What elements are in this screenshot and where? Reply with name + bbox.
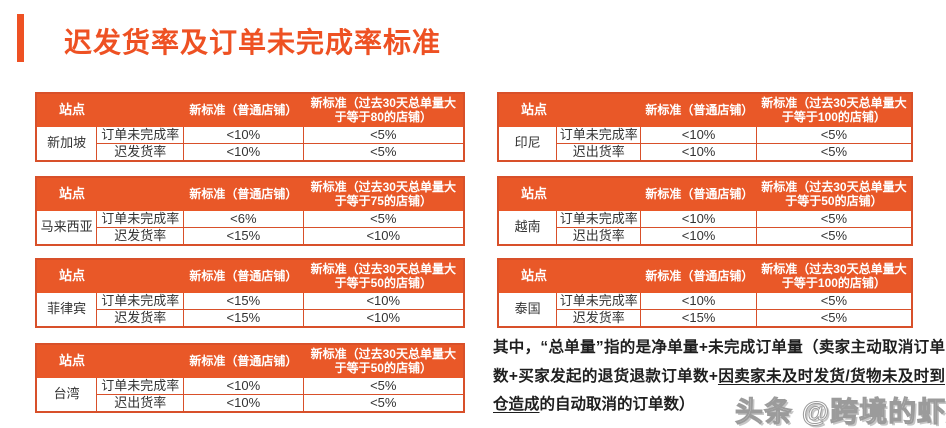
col-header-volume: 新标准（过去30天总单量大于等于50的店铺）: [302, 258, 465, 293]
col-header-normal: 新标准（普通店铺）: [183, 92, 304, 127]
normal-value: <15%: [183, 291, 304, 310]
metric-label: 迟发货率: [96, 308, 185, 327]
metric-label: 迟出货率: [556, 142, 642, 161]
page-title: 迟发货率及订单未完成率标准: [64, 27, 442, 58]
site-name: 马来西亚: [35, 209, 98, 245]
col-header-normal: 新标准（普通店铺）: [640, 176, 757, 211]
table-row: 迟出货率 <10% <5%: [36, 393, 465, 412]
normal-value: <10%: [183, 393, 304, 412]
table-row: 菲律宾 订单未完成率 <15% <10%: [35, 291, 465, 327]
col-header-normal: 新标准（普通店铺）: [640, 258, 757, 293]
metric-label: 迟发货率: [96, 142, 185, 161]
standards-table-vietnam: 站点 新标准（普通店铺） 新标准（过去30天总单量大于等于50的店铺） 越南 订…: [497, 176, 913, 246]
footnote-text-lead: 其中，“总单量”指的是净单量+未完成订单量（卖家主动取消订单数+买家发起的退货退…: [493, 339, 945, 385]
col-header-site: 站点: [35, 176, 185, 211]
normal-value: <15%: [183, 226, 304, 245]
normal-value: <15%: [640, 308, 757, 327]
table-row: 越南 订单未完成率 <10% <5%: [497, 209, 913, 245]
metric-label: 订单未完成率: [556, 209, 642, 228]
metric-label: 订单未完成率: [96, 125, 185, 144]
normal-value: <10%: [183, 376, 304, 395]
watermark-toutiao: 头条 @跨境的虾皮: [734, 396, 946, 428]
col-header-site: 站点: [497, 258, 642, 293]
col-header-site: 站点: [35, 343, 185, 378]
metric-label: 迟出货率: [96, 393, 185, 412]
total-volume-footnote: 其中，“总单量”指的是净单量+未完成订单量（卖家主动取消订单数+买家发起的退货退…: [493, 334, 945, 420]
site-name: 菲律宾: [35, 291, 98, 327]
table-row: 迟发货率 <15% <10%: [36, 308, 465, 327]
table-row: 迟发货率 <15% <10%: [36, 226, 465, 245]
volume-value: <5%: [755, 308, 913, 327]
table-row: 迟发货率 <15% <5%: [498, 308, 913, 327]
normal-value: <6%: [183, 209, 304, 228]
standards-table-philippines: 站点 新标准（普通店铺） 新标准（过去30天总单量大于等于50的店铺） 菲律宾 …: [35, 258, 465, 328]
site-name: 台湾: [35, 376, 98, 412]
normal-value: <10%: [640, 125, 757, 144]
site-name: 泰国: [497, 291, 558, 327]
table-row: 新加坡 订单未完成率 <10% <5%: [35, 125, 465, 161]
standards-table-malaysia: 站点 新标准（普通店铺） 新标准（过去30天总单量大于等于75的店铺） 马来西亚…: [35, 176, 465, 246]
volume-value: <5%: [302, 125, 465, 144]
normal-value: <10%: [183, 142, 304, 161]
normal-value: <10%: [640, 226, 757, 245]
normal-value: <10%: [640, 291, 757, 310]
normal-value: <10%: [640, 142, 757, 161]
normal-value: <15%: [183, 308, 304, 327]
metric-label: 迟发货率: [96, 226, 185, 245]
normal-value: <10%: [640, 209, 757, 228]
table-row: 泰国 订单未完成率 <10% <5%: [497, 291, 913, 327]
standards-table-thailand: 站点 新标准（普通店铺） 新标准（过去30天总单量大于等于100的店铺） 泰国 …: [497, 258, 913, 328]
table-row: 马来西亚 订单未完成率 <6% <5%: [35, 209, 465, 245]
site-name: 印尼: [497, 125, 558, 161]
volume-value: <5%: [755, 209, 913, 228]
volume-value: <5%: [755, 125, 913, 144]
table-row: 迟发货率 <10% <5%: [36, 142, 465, 161]
table-row: 印尼 订单未完成率 <10% <5%: [497, 125, 913, 161]
footnote-text-underlined: 因卖家未及时发货/货物未及时到仓造成: [493, 367, 945, 414]
volume-value: <5%: [302, 142, 465, 161]
col-header-volume: 新标准（过去30天总单量大于等于50的店铺）: [302, 343, 465, 378]
standards-table-indonesia: 站点 新标准（普通店铺） 新标准（过去30天总单量大于等于100的店铺） 印尼 …: [497, 92, 913, 162]
volume-value: <5%: [302, 209, 465, 228]
footnote-text-tail: 的自动取消的订单数）: [539, 396, 695, 413]
normal-value: <10%: [183, 125, 304, 144]
metric-label: 订单未完成率: [96, 291, 185, 310]
col-header-volume: 新标准（过去30天总单量大于等于50的店铺）: [755, 176, 913, 211]
col-header-normal: 新标准（普通店铺）: [183, 343, 304, 378]
metric-label: 订单未完成率: [556, 125, 642, 144]
metric-label: 订单未完成率: [556, 291, 642, 310]
col-header-site: 站点: [35, 92, 185, 127]
standards-table-taiwan: 站点 新标准（普通店铺） 新标准（过去30天总单量大于等于50的店铺） 台湾 订…: [35, 343, 465, 413]
col-header-volume: 新标准（过去30天总单量大于等于80的店铺）: [302, 92, 465, 127]
col-header-volume: 新标准（过去30天总单量大于等于75的店铺）: [302, 176, 465, 211]
table-row: 迟出货率 <10% <5%: [498, 226, 913, 245]
standards-table-singapore: 站点 新标准（普通店铺） 新标准（过去30天总单量大于等于80的店铺） 新加坡 …: [35, 92, 465, 162]
volume-value: <10%: [302, 291, 465, 310]
col-header-normal: 新标准（普通店铺）: [183, 258, 304, 293]
metric-label: 订单未完成率: [96, 376, 185, 395]
volume-value: <10%: [302, 308, 465, 327]
table-row: 迟出货率 <10% <5%: [498, 142, 913, 161]
col-header-normal: 新标准（普通店铺）: [183, 176, 304, 211]
volume-value: <5%: [755, 226, 913, 245]
volume-value: <5%: [302, 393, 465, 412]
site-name: 越南: [497, 209, 558, 245]
col-header-site: 站点: [497, 92, 642, 127]
metric-label: 迟出货率: [556, 226, 642, 245]
volume-value: <5%: [755, 142, 913, 161]
title-accent-bar: [17, 14, 24, 62]
col-header-volume: 新标准（过去30天总单量大于等于100的店铺）: [755, 258, 913, 293]
volume-value: <10%: [302, 226, 465, 245]
site-name: 新加坡: [35, 125, 98, 161]
metric-label: 迟发货率: [556, 308, 642, 327]
col-header-site: 站点: [35, 258, 185, 293]
col-header-normal: 新标准（普通店铺）: [640, 92, 757, 127]
metric-label: 订单未完成率: [96, 209, 185, 228]
col-header-volume: 新标准（过去30天总单量大于等于100的店铺）: [755, 92, 913, 127]
volume-value: <5%: [302, 376, 465, 395]
col-header-site: 站点: [497, 176, 642, 211]
volume-value: <5%: [755, 291, 913, 310]
table-row: 台湾 订单未完成率 <10% <5%: [35, 376, 465, 412]
